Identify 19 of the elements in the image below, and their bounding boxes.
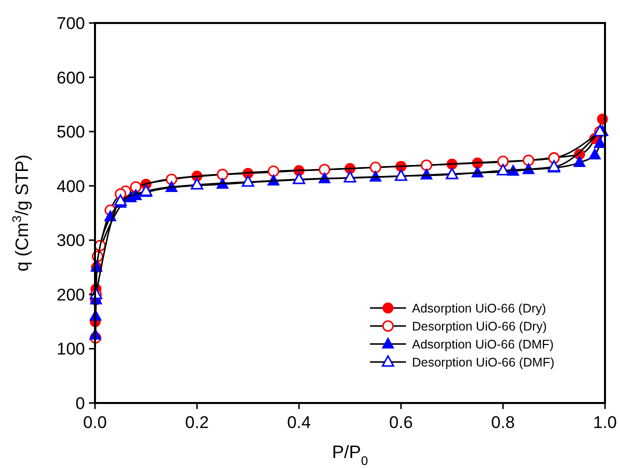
x-tick-label: 0.2 <box>185 413 209 432</box>
y-tick-label: 400 <box>56 176 85 196</box>
y-tick-label: 0 <box>76 394 85 413</box>
x-tick-label: 0.4 <box>287 413 311 432</box>
x-tick-label: 0.0 <box>83 413 107 432</box>
x-axis-title: P/P$_{0}$ <box>332 442 368 468</box>
y-tick-label: 100 <box>56 340 85 359</box>
legend-label: Desorption UiO-66 (DMF) <box>412 356 554 370</box>
legend-label: Desorption UiO-66 (Dry) <box>412 320 547 334</box>
x-tick-label: 1.0 <box>593 413 617 432</box>
legend-label: Adsorption UiO-66 (DMF) <box>412 338 554 352</box>
y-tick-label: 700 <box>56 14 85 33</box>
y-tick-label: 600 <box>56 68 85 88</box>
x-tick-label: 0.8 <box>491 413 515 432</box>
x-tick-label: 0.6 <box>389 413 413 432</box>
y-tick-label: 300 <box>56 231 85 250</box>
y-tick-label: 200 <box>56 285 85 304</box>
y-tick-label: 500 <box>56 122 85 142</box>
legend-label: Adsorption UiO-66 (Dry) <box>412 302 546 316</box>
